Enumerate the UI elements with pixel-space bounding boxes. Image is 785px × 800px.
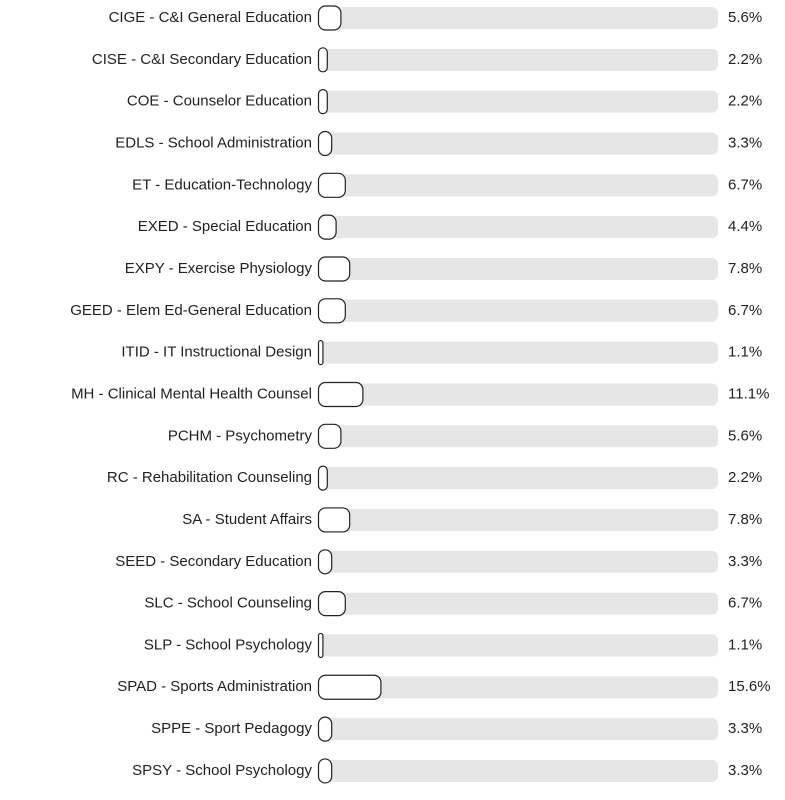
bar <box>317 674 382 700</box>
category-label: PCHM - Psychometry <box>168 427 313 444</box>
category-label: SLC - School Counseling <box>144 595 312 612</box>
bar <box>317 423 342 449</box>
bar <box>317 465 328 491</box>
category-label: COE - Counselor Education <box>127 93 312 110</box>
value-label: 3.3% <box>728 720 762 737</box>
track <box>318 257 718 280</box>
category-label: ITID - IT Instructional Design <box>121 344 312 361</box>
track <box>318 216 718 239</box>
track <box>318 508 718 531</box>
track <box>318 299 718 322</box>
bar <box>317 632 324 659</box>
bar <box>317 507 351 533</box>
category-label: SEED - Secondary Education <box>115 553 312 570</box>
value-label: 7.8% <box>728 260 762 277</box>
category-label: SLP - School Psychology <box>144 636 313 653</box>
value-label: 2.2% <box>728 93 762 110</box>
value-label: 15.6% <box>728 678 771 695</box>
track <box>318 425 718 448</box>
track <box>318 592 718 615</box>
bar <box>317 214 337 240</box>
value-label: 4.4% <box>728 218 762 235</box>
track <box>318 132 718 155</box>
category-label: CISE - C&I Secondary Education <box>92 51 312 68</box>
category-label: MH - Clinical Mental Health Counsel <box>71 385 312 402</box>
bar <box>317 47 328 73</box>
track <box>318 550 718 573</box>
category-label: SPPE - Sport Pedagogy <box>151 720 312 737</box>
value-label: 2.2% <box>728 469 762 486</box>
track <box>318 759 718 782</box>
value-label: 3.3% <box>728 134 762 151</box>
track <box>318 48 718 71</box>
category-label: EDLS - School Administration <box>115 134 312 151</box>
track <box>318 634 718 657</box>
value-label: 3.3% <box>728 762 762 779</box>
track <box>318 7 718 29</box>
track <box>318 90 718 113</box>
category-label: SA - Student Affairs <box>182 511 312 528</box>
value-label: 5.6% <box>728 9 762 26</box>
value-label: 5.6% <box>728 427 762 444</box>
value-label: 11.1% <box>728 385 769 402</box>
category-label: SPAD - Sports Administration <box>117 678 312 695</box>
bar <box>317 256 351 282</box>
bar <box>317 340 324 366</box>
bar <box>317 381 364 408</box>
bar <box>317 298 346 324</box>
bar <box>317 549 333 575</box>
value-label: 2.2% <box>728 51 762 68</box>
category-label: GEED - Elem Ed-General Education <box>70 302 312 319</box>
track <box>318 341 718 364</box>
track <box>318 383 718 406</box>
value-label: 6.7% <box>728 302 762 319</box>
category-label: ET - Education-Technology <box>132 176 312 193</box>
track <box>318 174 718 197</box>
bar <box>317 172 346 198</box>
category-label: EXPY - Exercise Physiology <box>125 260 313 277</box>
value-label: 1.1% <box>728 636 762 653</box>
bar <box>317 5 342 31</box>
bar <box>317 758 333 784</box>
category-label: CIGE - C&I General Education <box>109 9 312 26</box>
category-label: RC - Rehabilitation Counseling <box>107 469 312 486</box>
category-label: SPSY - School Psychology <box>132 762 312 779</box>
track <box>318 676 718 699</box>
bar <box>317 130 333 157</box>
bar <box>317 716 333 742</box>
category-label: EXED - Special Education <box>138 218 312 235</box>
bar <box>317 591 346 617</box>
value-label: 1.1% <box>728 344 762 361</box>
track <box>318 467 718 490</box>
value-label: 7.8% <box>728 511 762 528</box>
track <box>318 718 718 741</box>
value-label: 6.7% <box>728 176 762 193</box>
value-label: 3.3% <box>728 553 762 570</box>
bar <box>317 89 328 115</box>
value-label: 6.7% <box>728 595 762 612</box>
